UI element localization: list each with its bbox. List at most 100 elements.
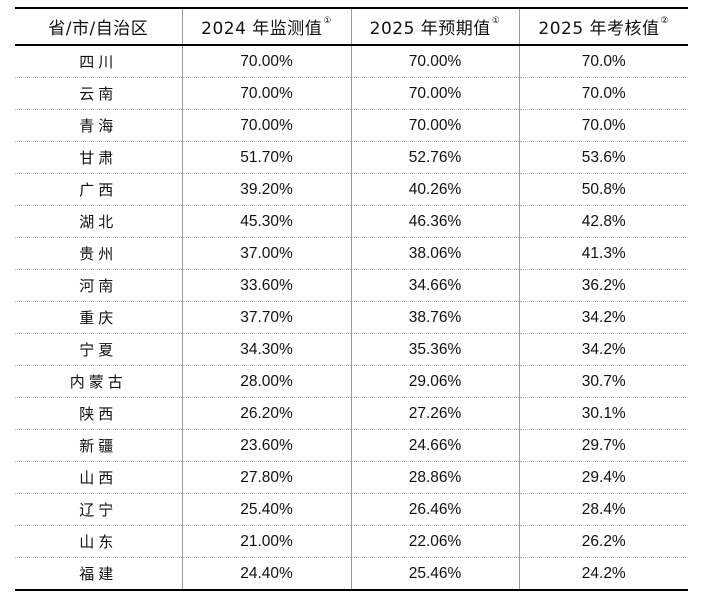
expected-2025-cell: 26.46% <box>350 493 519 526</box>
table-row: 内蒙古 28.00% 29.06% 30.7% <box>15 365 688 398</box>
footnote-mark-1b: ① <box>491 16 501 26</box>
table-row: 辽宁 25.40% 26.46% 28.4% <box>15 493 688 526</box>
expected-2025-cell: 25.46% <box>350 557 519 591</box>
region-values-table: 省/市/自治区 2024 年监测值① 2025 年预期值① 2025 年考核值②… <box>15 7 688 591</box>
table-row: 甘肃 51.70% 52.76% 53.6% <box>15 141 688 174</box>
target-2025-cell: 30.7% <box>518 365 688 398</box>
region-cell: 湖北 <box>15 205 182 238</box>
expected-2025-cell: 38.06% <box>350 237 519 270</box>
expected-2025-cell: 35.36% <box>350 333 519 366</box>
target-2025-cell: 34.2% <box>518 301 688 334</box>
value-2024-cell: 21.00% <box>181 525 351 558</box>
target-2025-cell: 26.2% <box>518 525 688 558</box>
value-2024-cell: 26.20% <box>181 397 351 430</box>
header-2025-target-label: 2025 年考核值 <box>538 19 660 39</box>
table-body: 四川 70.00% 70.00% 70.0% 云南 70.00% 70.00% 70.0% 青海… <box>15 45 688 591</box>
region-cell: 山东 <box>15 525 182 558</box>
header-2024-monitored-label: 2024 年监测值 <box>201 19 323 39</box>
region-cell: 重庆 <box>15 301 182 334</box>
table-row: 福建 24.40% 25.46% 24.2% <box>15 557 688 591</box>
target-2025-cell: 50.8% <box>518 173 688 206</box>
value-2024-cell: 45.30% <box>181 205 351 238</box>
value-2024-cell: 51.70% <box>181 141 351 174</box>
region-cell: 甘肃 <box>15 141 182 174</box>
value-2024-cell: 28.00% <box>181 365 351 398</box>
expected-2025-cell: 70.00% <box>350 77 519 110</box>
table-row: 云南 70.00% 70.00% 70.0% <box>15 77 688 110</box>
value-2024-cell: 37.70% <box>181 301 351 334</box>
value-2024-cell: 27.80% <box>181 461 351 494</box>
target-2025-cell: 29.4% <box>518 461 688 494</box>
expected-2025-cell: 22.06% <box>350 525 519 558</box>
table-row: 重庆 37.70% 38.76% 34.2% <box>15 301 688 334</box>
region-cell: 新疆 <box>15 429 182 462</box>
expected-2025-cell: 34.66% <box>350 269 519 302</box>
value-2024-cell: 70.00% <box>181 109 351 142</box>
table-row: 宁夏 34.30% 35.36% 34.2% <box>15 333 688 366</box>
footnote-mark-1: ① <box>323 16 332 26</box>
target-2025-cell: 36.2% <box>518 269 688 302</box>
value-2024-cell: 70.00% <box>181 45 351 78</box>
table-row: 广西 39.20% 40.26% 50.8% <box>15 173 688 206</box>
target-2025-cell: 28.4% <box>518 493 688 526</box>
header-2024-monitored: 2024 年监测值① <box>181 7 351 46</box>
table-row: 河南 33.60% 34.66% 36.2% <box>15 269 688 302</box>
expected-2025-cell: 27.26% <box>350 397 519 430</box>
data-table-container: 省/市/自治区 2024 年监测值① 2025 年预期值① 2025 年考核值②… <box>15 7 688 591</box>
value-2024-cell: 24.40% <box>181 557 351 591</box>
region-cell: 四川 <box>15 45 182 78</box>
header-2025-expected: 2025 年预期值① <box>350 7 519 46</box>
expected-2025-cell: 70.00% <box>350 45 519 78</box>
target-2025-cell: 42.8% <box>518 205 688 238</box>
region-cell: 内蒙古 <box>15 365 182 398</box>
value-2024-cell: 25.40% <box>181 493 351 526</box>
table-row: 山西 27.80% 28.86% 29.4% <box>15 461 688 494</box>
table-row: 山东 21.00% 22.06% 26.2% <box>15 525 688 558</box>
target-2025-cell: 24.2% <box>518 557 688 591</box>
expected-2025-cell: 24.66% <box>350 429 519 462</box>
table-header: 省/市/自治区 2024 年监测值① 2025 年预期值① 2025 年考核值② <box>15 7 688 46</box>
target-2025-cell: 29.7% <box>518 429 688 462</box>
target-2025-cell: 70.0% <box>518 109 688 142</box>
expected-2025-cell: 40.26% <box>350 173 519 206</box>
expected-2025-cell: 29.06% <box>350 365 519 398</box>
header-2025-target: 2025 年考核值② <box>518 7 688 46</box>
region-cell: 辽宁 <box>15 493 182 526</box>
region-cell: 宁夏 <box>15 333 182 366</box>
table-row: 青海 70.00% 70.00% 70.0% <box>15 109 688 142</box>
region-cell: 山西 <box>15 461 182 494</box>
header-2025-expected-label: 2025 年预期值 <box>369 19 491 39</box>
table-row: 四川 70.00% 70.00% 70.0% <box>15 45 688 78</box>
target-2025-cell: 70.0% <box>518 77 688 110</box>
expected-2025-cell: 38.76% <box>350 301 519 334</box>
region-cell: 云南 <box>15 77 182 110</box>
header-region-label: 省/市/自治区 <box>48 19 149 39</box>
value-2024-cell: 37.00% <box>181 237 351 270</box>
region-cell: 河南 <box>15 269 182 302</box>
target-2025-cell: 70.0% <box>518 45 688 78</box>
target-2025-cell: 30.1% <box>518 397 688 430</box>
footnote-mark-2: ② <box>660 16 670 26</box>
table-row: 贵州 37.00% 38.06% 41.3% <box>15 237 688 270</box>
region-cell: 广西 <box>15 173 182 206</box>
region-cell: 青海 <box>15 109 182 142</box>
expected-2025-cell: 52.76% <box>350 141 519 174</box>
header-row: 省/市/自治区 2024 年监测值① 2025 年预期值① 2025 年考核值② <box>15 7 688 46</box>
region-cell: 陕西 <box>15 397 182 430</box>
table-row: 陕西 26.20% 27.26% 30.1% <box>15 397 688 430</box>
value-2024-cell: 34.30% <box>181 333 351 366</box>
target-2025-cell: 53.6% <box>518 141 688 174</box>
value-2024-cell: 70.00% <box>181 77 351 110</box>
value-2024-cell: 33.60% <box>181 269 351 302</box>
region-cell: 贵州 <box>15 237 182 270</box>
header-region: 省/市/自治区 <box>15 7 182 46</box>
value-2024-cell: 39.20% <box>181 173 351 206</box>
region-cell: 福建 <box>15 557 182 591</box>
target-2025-cell: 34.2% <box>518 333 688 366</box>
expected-2025-cell: 46.36% <box>350 205 519 238</box>
expected-2025-cell: 28.86% <box>350 461 519 494</box>
table-row: 湖北 45.30% 46.36% 42.8% <box>15 205 688 238</box>
target-2025-cell: 41.3% <box>518 237 688 270</box>
table-row: 新疆 23.60% 24.66% 29.7% <box>15 429 688 462</box>
value-2024-cell: 23.60% <box>181 429 351 462</box>
